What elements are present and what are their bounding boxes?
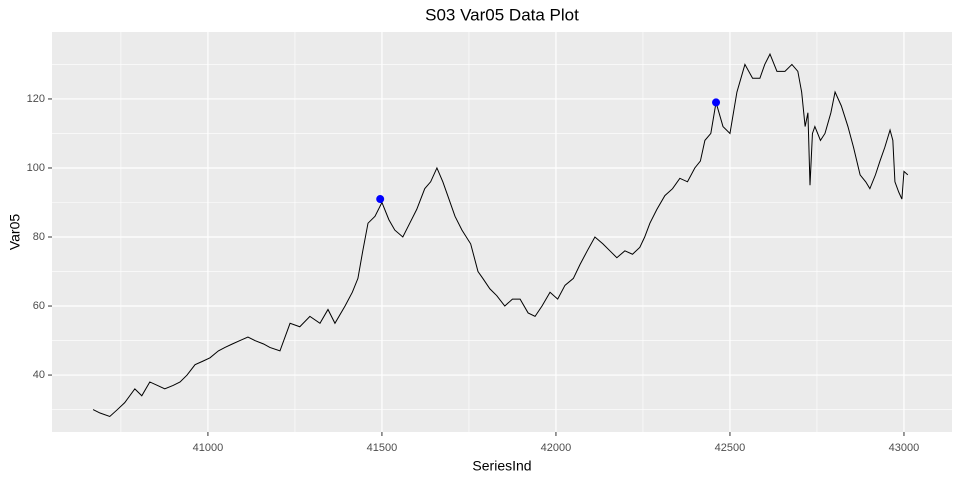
x-axis-label: SeriesInd bbox=[472, 458, 531, 474]
highlight-point bbox=[376, 195, 385, 204]
x-tick-label: 42000 bbox=[541, 442, 572, 454]
y-tick-label: 60 bbox=[33, 300, 45, 312]
data-line bbox=[92, 52, 909, 418]
y-tick-label: 120 bbox=[27, 93, 45, 105]
highlight-point bbox=[712, 98, 721, 107]
x-tick-label: 41000 bbox=[193, 442, 224, 454]
x-tick-label: 42500 bbox=[715, 442, 746, 454]
y-tick-label: 40 bbox=[33, 369, 45, 381]
chart-title: S03 Var05 Data Plot bbox=[425, 5, 579, 24]
y-tick-label: 80 bbox=[33, 231, 45, 243]
x-tick-label: 41500 bbox=[367, 442, 398, 454]
x-tick-label: 43000 bbox=[889, 442, 920, 454]
y-tick-label: 100 bbox=[27, 162, 45, 174]
y-axis-label: Var05 bbox=[7, 214, 23, 251]
